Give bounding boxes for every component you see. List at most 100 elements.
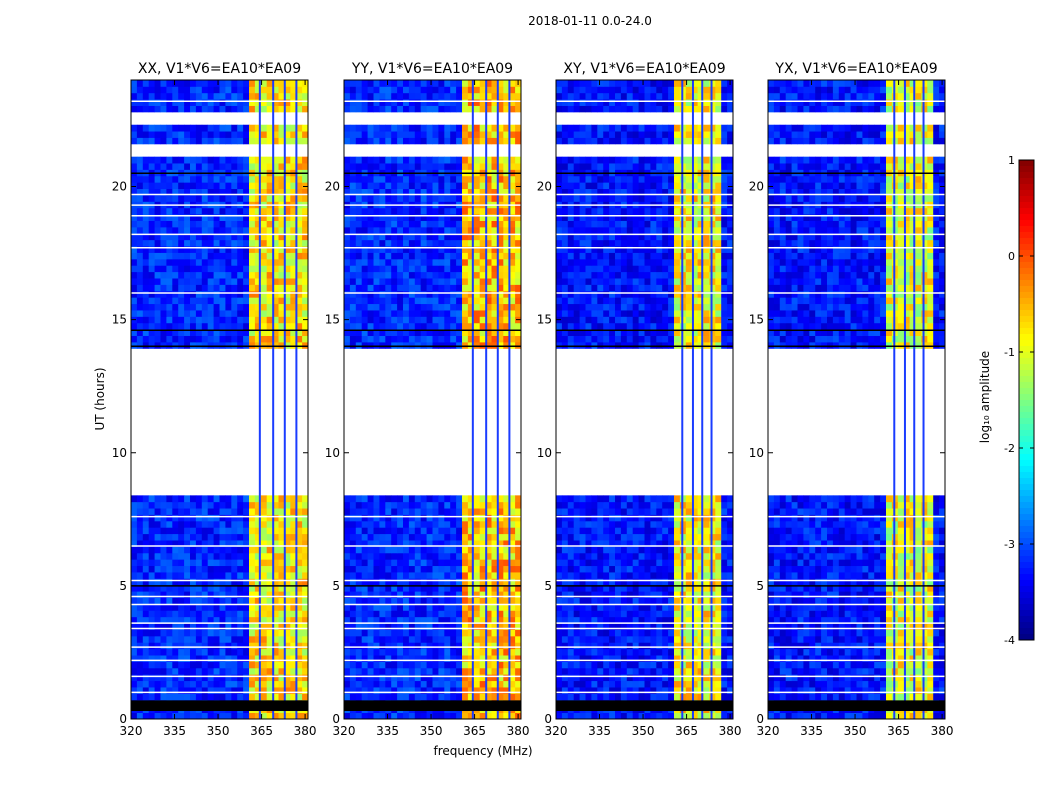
heatmap-cell xyxy=(154,565,161,573)
heatmap-cell xyxy=(148,514,155,522)
heatmap-cell xyxy=(367,156,374,164)
heatmap-cell xyxy=(644,623,651,630)
heatmap-cell xyxy=(727,693,734,701)
heatmap-cell xyxy=(195,137,203,145)
heatmap-cell xyxy=(284,124,291,132)
heatmap-cell xyxy=(379,610,386,618)
heatmap-cell xyxy=(426,233,433,241)
heatmap-cell xyxy=(290,297,297,305)
heatmap-cell xyxy=(438,316,445,324)
heatmap-cell xyxy=(231,207,238,215)
heatmap-cell xyxy=(266,559,273,567)
heatmap-cell xyxy=(561,680,569,688)
heatmap-cell xyxy=(349,92,357,100)
heatmap-cell xyxy=(444,674,451,682)
heatmap-cell xyxy=(213,131,220,138)
heatmap-cell xyxy=(462,655,469,662)
heatmap-cell xyxy=(237,648,244,656)
heatmap-cell xyxy=(379,92,386,100)
heatmap-cell xyxy=(561,674,569,682)
heatmap-cell xyxy=(497,303,504,311)
heatmap-cell xyxy=(591,648,598,656)
heatmap-cell xyxy=(296,591,303,598)
heatmap-cell xyxy=(414,623,422,630)
heatmap-cell xyxy=(597,661,604,669)
heatmap-cell xyxy=(438,271,445,279)
heatmap-cell xyxy=(207,303,214,311)
heatmap-cell xyxy=(485,156,492,164)
heatmap-cell xyxy=(361,655,368,662)
heatmap-cell xyxy=(260,188,268,196)
heatmap-cell xyxy=(219,278,226,285)
heatmap-cell xyxy=(142,546,150,554)
heatmap-cell xyxy=(178,667,185,675)
heatmap-cell xyxy=(403,233,410,241)
heatmap-cell xyxy=(685,648,693,656)
heatmap-cell xyxy=(201,131,209,138)
heatmap-cell xyxy=(355,105,363,113)
heatmap-cell xyxy=(414,578,422,586)
heatmap-cell xyxy=(426,322,433,330)
heatmap-cell xyxy=(420,252,427,260)
heatmap-cell xyxy=(391,674,398,682)
heatmap-cell xyxy=(479,265,486,273)
heatmap-cell xyxy=(479,495,486,503)
heatmap-cell xyxy=(243,214,250,221)
heatmap-cell xyxy=(391,693,398,701)
heatmap-cell xyxy=(160,501,167,509)
heatmap-cell xyxy=(142,616,150,624)
heatmap-cell xyxy=(344,105,351,113)
heatmap-cell xyxy=(515,520,522,528)
heatmap-cell xyxy=(450,265,457,273)
heatmap-cell xyxy=(479,693,486,701)
heatmap-cell xyxy=(503,156,510,164)
heatmap-cell xyxy=(626,610,634,618)
heatmap-cell xyxy=(391,687,398,694)
heatmap-cell xyxy=(379,712,386,720)
heatmap-cell xyxy=(249,635,256,643)
heatmap-cell xyxy=(142,603,150,611)
heatmap-cell xyxy=(397,495,404,503)
heatmap-cell xyxy=(302,239,309,247)
heatmap-cell xyxy=(254,207,262,215)
heatmap-cell xyxy=(438,86,445,94)
heatmap-cell xyxy=(166,214,173,221)
heatmap-cell xyxy=(473,642,481,650)
heatmap-cell xyxy=(278,552,285,560)
heatmap-cell xyxy=(697,629,704,637)
heatmap-cell xyxy=(284,584,291,592)
heatmap-cell xyxy=(195,559,203,567)
heatmap-cell xyxy=(567,693,575,701)
heatmap-cell xyxy=(420,322,427,330)
heatmap-cell xyxy=(172,623,179,630)
heatmap-cell xyxy=(131,284,138,292)
heatmap-cell xyxy=(237,540,244,547)
heatmap-cell xyxy=(591,623,598,630)
heatmap-cell xyxy=(515,322,522,330)
heatmap-cell xyxy=(254,648,262,656)
heatmap-cell xyxy=(207,508,214,515)
heatmap-cell xyxy=(249,508,256,515)
heatmap-cell xyxy=(231,527,238,535)
heatmap-cell xyxy=(284,635,291,643)
heatmap-cell xyxy=(385,591,392,598)
heatmap-cell xyxy=(473,246,481,253)
heatmap-cell xyxy=(290,99,297,106)
heatmap-cell xyxy=(142,533,150,541)
heatmap-cell xyxy=(444,520,451,528)
heatmap-cell xyxy=(184,540,191,547)
heatmap-cell xyxy=(573,655,580,662)
heatmap-cell xyxy=(225,578,232,586)
heatmap-cell xyxy=(379,310,386,317)
heatmap-cell xyxy=(219,322,226,330)
heatmap-cell xyxy=(254,195,262,202)
heatmap-cell xyxy=(349,584,357,592)
heatmap-cell xyxy=(296,341,303,349)
heatmap-cell xyxy=(361,252,368,260)
heatmap-cell xyxy=(166,559,173,567)
heatmap-cell xyxy=(515,584,522,592)
heatmap-cell xyxy=(237,616,244,624)
heatmap-cell xyxy=(260,514,268,522)
heatmap-cell xyxy=(361,533,368,541)
